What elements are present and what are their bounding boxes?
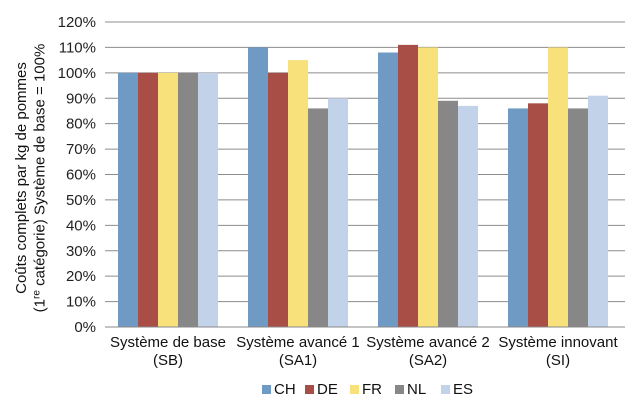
- bar-es: [458, 105, 478, 327]
- bar-ch: [118, 72, 138, 327]
- y-tick-label: 10%: [66, 294, 96, 311]
- y-tick-label: 100%: [58, 65, 96, 82]
- y-tick-label: 60%: [66, 167, 96, 184]
- x-category-label: Système de base: [110, 334, 226, 351]
- x-category-label: (SB): [153, 352, 183, 369]
- legend-label-ch: CH: [274, 381, 296, 398]
- bar-nl: [308, 108, 328, 328]
- y-tick-labels: 0% 10% 20% 30% 40% 50% 60% 70% 80% 90% 100% 110% 120…: [58, 14, 96, 336]
- legend-label-nl: NL: [407, 381, 426, 398]
- bars: [118, 44, 608, 328]
- x-category-label: (SA1): [279, 352, 317, 369]
- y-tick-label: 50%: [66, 192, 96, 209]
- x-category-label: (SI): [546, 352, 570, 369]
- legend-swatch-es: [441, 385, 450, 394]
- bar-nl: [438, 100, 458, 328]
- bar-es: [328, 98, 348, 327]
- legend-swatch-de: [305, 385, 314, 394]
- bar-fr: [288, 60, 308, 327]
- x-category-labels: Système de base(SB) Système avancé 1(SA1)…: [110, 334, 618, 369]
- bar-de: [398, 44, 418, 327]
- y-tick-label: 40%: [66, 217, 96, 234]
- legend-swatch-nl: [395, 385, 404, 394]
- legend-swatch-ch: [262, 385, 271, 394]
- bar-de: [268, 72, 288, 327]
- legend: CH DE FR NL ES: [262, 381, 473, 398]
- x-category-label: Système avancé 1: [236, 334, 359, 351]
- y-tick-label: 30%: [66, 243, 96, 260]
- y-tick-label: 120%: [58, 14, 96, 31]
- legend-label-es: ES: [453, 381, 473, 398]
- x-category-label: Système avancé 2: [366, 334, 489, 351]
- y-axis-label-line2: (1re catégorie) Système de base = 100%: [31, 44, 49, 313]
- bar-ch: [378, 52, 398, 327]
- bar-de: [528, 103, 548, 327]
- y-tick-label: 80%: [66, 116, 96, 133]
- bar-de: [138, 72, 158, 327]
- y-tick-label: 110%: [59, 39, 96, 56]
- y-tick-label: 0%: [74, 319, 96, 336]
- bar-ch: [248, 47, 268, 328]
- legend-label-de: DE: [317, 381, 338, 398]
- bar-nl: [178, 72, 198, 327]
- legend-label-fr: FR: [362, 381, 382, 398]
- bar-fr: [158, 72, 178, 327]
- y-tick-label: 70%: [66, 141, 96, 158]
- y-tick-label: 20%: [66, 268, 96, 285]
- y-axis-label-line1: Coûts complets par kg de pommes: [13, 62, 30, 294]
- y-axis-label: Coûts complets par kg de pommes(1re caté…: [13, 44, 49, 313]
- bar-nl: [568, 108, 588, 328]
- bar-ch: [508, 108, 528, 328]
- x-category-label: Système innovant: [498, 334, 618, 351]
- x-category-label: (SA2): [409, 352, 447, 369]
- legend-swatch-fr: [350, 385, 359, 394]
- y-tick-label: 90%: [66, 90, 96, 107]
- bar-es: [198, 72, 218, 327]
- bar-fr: [418, 47, 438, 328]
- bar-fr: [548, 47, 568, 328]
- bar-es: [588, 95, 608, 327]
